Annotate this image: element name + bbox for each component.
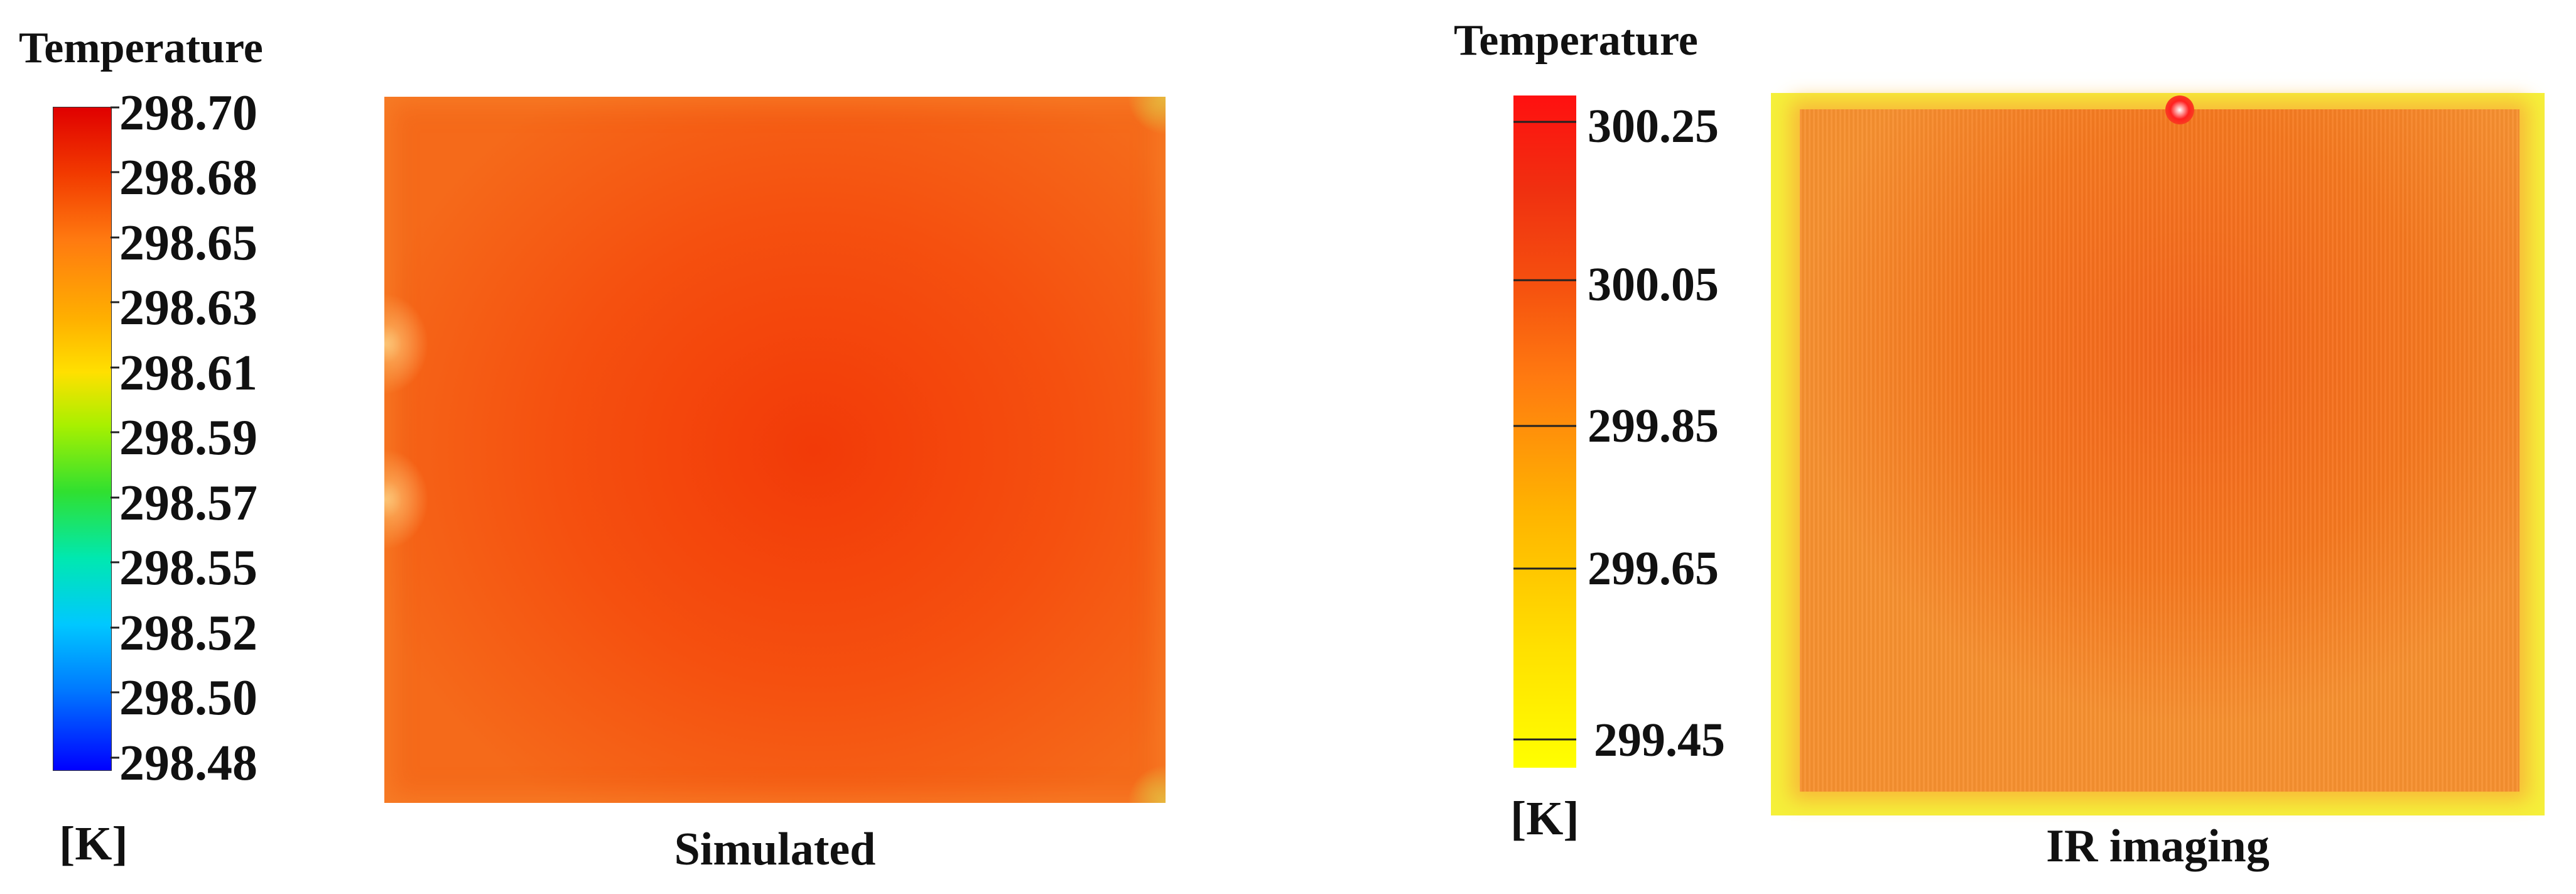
ir-field-interior [1800,109,2519,792]
left-tick-label: 298.57 [119,476,257,531]
right-colorbar-title: Temperature [1454,16,1698,65]
left-tick-label: 298.59 [119,410,257,466]
right-tick-label: 299.45 [1594,714,1725,766]
right-panel-caption: IR imaging [2046,820,2270,872]
right-colorbar [1513,95,1576,768]
ir-field [1771,93,2545,815]
left-tick-label: 298.61 [119,346,257,401]
right-tick-label: 299.65 [1588,542,1719,595]
left-tick-label: 298.63 [119,280,257,335]
left-unit-label: [K] [59,817,128,870]
left-tick-label: 298.52 [119,606,257,661]
left-panel-caption: Simulated [674,824,876,875]
left-tick-label: 298.70 [119,85,257,141]
left-tick-label: 298.65 [119,215,257,271]
left-tick-label: 298.55 [119,540,257,596]
left-tick-label: 298.68 [119,150,257,205]
left-colorbar [53,107,112,771]
simulated-field [384,97,1166,803]
left-tick-label: 298.50 [119,670,257,726]
left-tick-label: 298.48 [119,736,257,791]
left-colorbar-title: Temperature [19,24,263,72]
right-tick-label: 300.05 [1588,258,1719,311]
simulated-field-edge-shading [384,97,1166,803]
right-tick-label: 299.85 [1588,400,1719,452]
right-unit-label: [K] [1510,792,1579,845]
ir-hot-spot [2165,95,2194,124]
right-tick-label: 300.25 [1588,100,1719,153]
